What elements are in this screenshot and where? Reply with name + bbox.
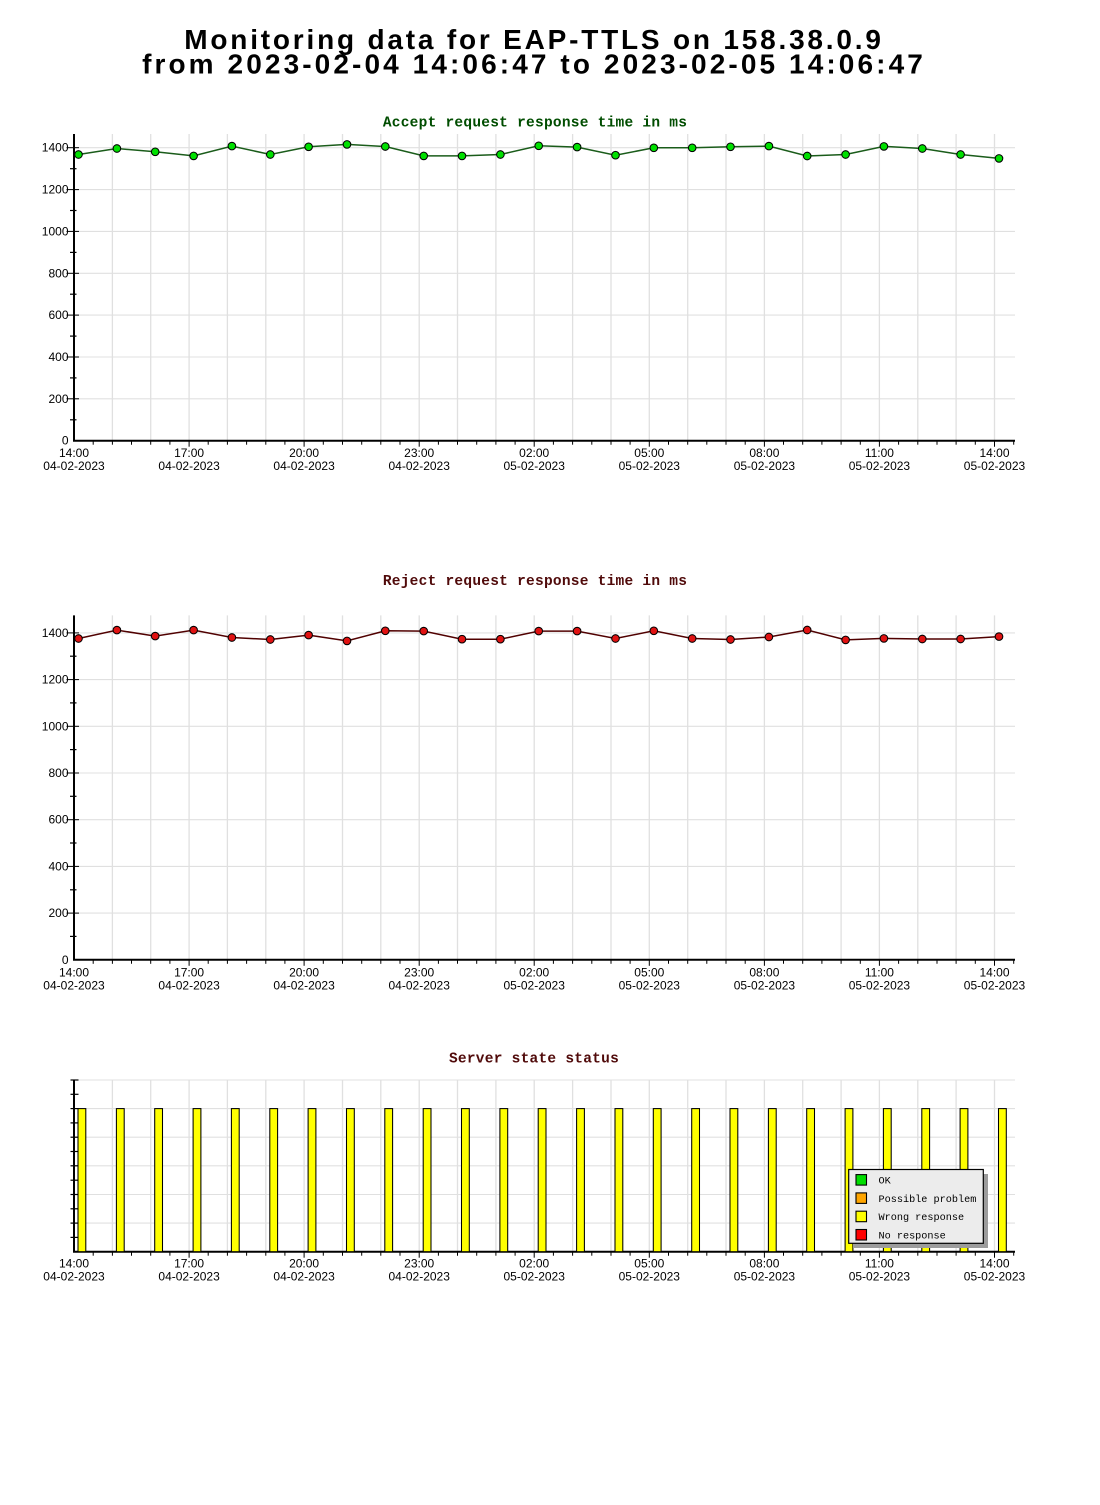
svg-text:04-02-2023: 04-02-2023 — [389, 1270, 451, 1284]
svg-text:1000: 1000 — [42, 224, 69, 238]
svg-text:08:00: 08:00 — [749, 1257, 779, 1271]
svg-text:200: 200 — [48, 906, 68, 920]
svg-text:05-02-2023: 05-02-2023 — [504, 1270, 566, 1284]
svg-text:from 2023-02-04 14:06:47 to 20: from 2023-02-04 14:06:47 to 2023-02-05 1… — [142, 49, 926, 80]
svg-text:04-02-2023: 04-02-2023 — [43, 1270, 105, 1284]
svg-text:14:00: 14:00 — [979, 966, 1009, 980]
svg-text:04-02-2023: 04-02-2023 — [158, 459, 220, 473]
svg-text:Monitoring data for EAP-TTLS o: Monitoring data for EAP-TTLS on 158.38.0… — [184, 24, 883, 55]
svg-text:05-02-2023: 05-02-2023 — [849, 979, 911, 993]
svg-text:02:00: 02:00 — [519, 1257, 549, 1271]
svg-text:OK: OK — [879, 1177, 892, 1188]
svg-text:04-02-2023: 04-02-2023 — [43, 459, 105, 473]
svg-text:800: 800 — [48, 766, 68, 780]
svg-text:05:00: 05:00 — [634, 446, 664, 460]
svg-text:14:00: 14:00 — [979, 1257, 1009, 1271]
svg-text:1200: 1200 — [42, 183, 69, 197]
svg-text:14:00: 14:00 — [59, 1257, 89, 1271]
svg-text:1200: 1200 — [42, 673, 69, 687]
svg-text:Wrong response: Wrong response — [879, 1213, 965, 1224]
svg-text:05-02-2023: 05-02-2023 — [619, 979, 681, 993]
svg-text:600: 600 — [48, 308, 68, 322]
svg-text:23:00: 23:00 — [404, 966, 434, 980]
svg-text:05:00: 05:00 — [634, 966, 664, 980]
svg-text:14:00: 14:00 — [59, 966, 89, 980]
svg-text:23:00: 23:00 — [404, 446, 434, 460]
svg-text:05-02-2023: 05-02-2023 — [964, 1270, 1026, 1284]
svg-text:05-02-2023: 05-02-2023 — [849, 459, 911, 473]
svg-text:04-02-2023: 04-02-2023 — [273, 1270, 335, 1284]
svg-text:1400: 1400 — [42, 141, 69, 155]
svg-text:200: 200 — [48, 392, 68, 406]
svg-text:Accept request response time i: Accept request response time in ms — [383, 116, 687, 132]
svg-text:02:00: 02:00 — [519, 446, 549, 460]
svg-text:23:00: 23:00 — [404, 1257, 434, 1271]
svg-text:600: 600 — [48, 813, 68, 827]
svg-text:02:00: 02:00 — [519, 966, 549, 980]
svg-text:Server state status: Server state status — [449, 1052, 619, 1068]
svg-text:05-02-2023: 05-02-2023 — [734, 459, 796, 473]
svg-text:0: 0 — [62, 434, 69, 448]
svg-text:Possible problem: Possible problem — [879, 1194, 977, 1206]
svg-text:400: 400 — [48, 859, 68, 873]
svg-text:05-02-2023: 05-02-2023 — [504, 979, 566, 993]
svg-text:04-02-2023: 04-02-2023 — [389, 459, 451, 473]
svg-text:05-02-2023: 05-02-2023 — [964, 459, 1026, 473]
svg-text:08:00: 08:00 — [749, 966, 779, 980]
svg-text:04-02-2023: 04-02-2023 — [273, 979, 335, 993]
svg-text:14:00: 14:00 — [59, 446, 89, 460]
svg-text:No response: No response — [879, 1232, 946, 1243]
svg-text:04-02-2023: 04-02-2023 — [273, 459, 335, 473]
svg-text:1000: 1000 — [42, 719, 69, 733]
svg-text:20:00: 20:00 — [289, 966, 319, 980]
svg-text:20:00: 20:00 — [289, 1257, 319, 1271]
svg-text:0: 0 — [62, 953, 69, 967]
svg-text:14:00: 14:00 — [979, 446, 1009, 460]
svg-text:05-02-2023: 05-02-2023 — [504, 459, 566, 473]
svg-text:05-02-2023: 05-02-2023 — [849, 1270, 911, 1284]
svg-text:05-02-2023: 05-02-2023 — [619, 459, 681, 473]
svg-text:11:00: 11:00 — [865, 966, 894, 980]
svg-text:05-02-2023: 05-02-2023 — [734, 979, 796, 993]
svg-text:04-02-2023: 04-02-2023 — [389, 979, 451, 993]
svg-text:04-02-2023: 04-02-2023 — [43, 979, 105, 993]
svg-text:05:00: 05:00 — [634, 1257, 664, 1271]
svg-text:05-02-2023: 05-02-2023 — [619, 1270, 681, 1284]
svg-text:17:00: 17:00 — [174, 1257, 204, 1271]
svg-text:17:00: 17:00 — [174, 446, 204, 460]
svg-text:08:00: 08:00 — [749, 446, 779, 460]
svg-text:05-02-2023: 05-02-2023 — [734, 1270, 796, 1284]
svg-text:Reject request response time i: Reject request response time in ms — [383, 574, 687, 590]
svg-text:04-02-2023: 04-02-2023 — [158, 979, 220, 993]
svg-text:1400: 1400 — [42, 626, 69, 640]
svg-text:17:00: 17:00 — [174, 966, 204, 980]
svg-text:800: 800 — [48, 266, 68, 280]
svg-text:05-02-2023: 05-02-2023 — [964, 979, 1026, 993]
svg-text:20:00: 20:00 — [289, 446, 319, 460]
svg-text:04-02-2023: 04-02-2023 — [158, 1270, 220, 1284]
svg-text:11:00: 11:00 — [865, 1257, 894, 1271]
svg-text:11:00: 11:00 — [865, 446, 894, 460]
svg-text:400: 400 — [48, 350, 68, 364]
